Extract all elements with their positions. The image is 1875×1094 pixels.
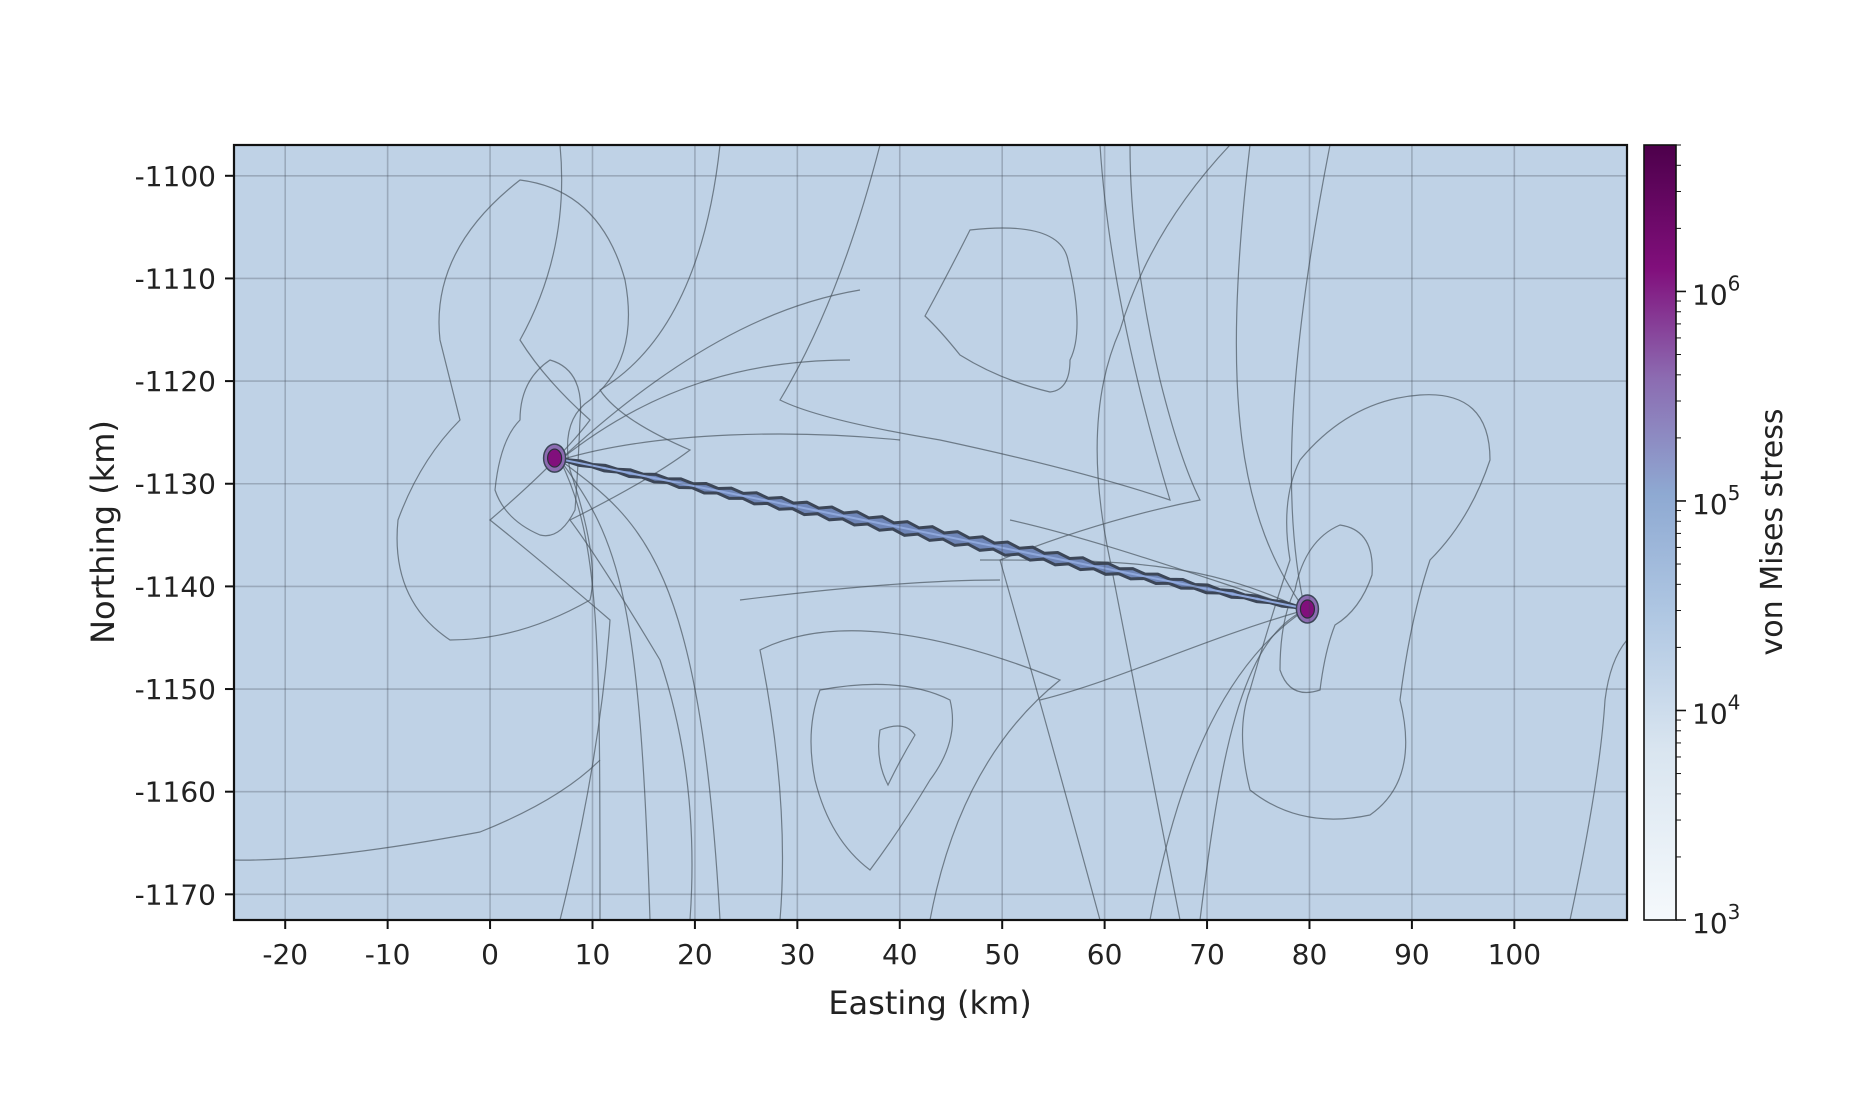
colorbar-gradient [1643, 144, 1677, 921]
contour-island-south [810, 683, 954, 871]
lobe-east [1241, 394, 1491, 820]
contour-band-min [779, 145, 1171, 501]
y-tick-label: -1170 [135, 878, 216, 911]
y-tick-label: -1150 [135, 673, 216, 706]
x-axis-ticks: -20 -10 0 10 20 30 40 50 60 70 80 90 100 [262, 920, 1541, 971]
x-tick-label: 100 [1488, 938, 1541, 971]
x-tick-label: 20 [677, 938, 713, 971]
grid-lines [234, 145, 1627, 920]
lobe-east-inner [1279, 524, 1373, 694]
colorbar-tick-label: 105 [1692, 481, 1740, 521]
lobe-west-inner [494, 359, 582, 537]
x-tick-label: 40 [882, 938, 918, 971]
contour-core-south [878, 725, 916, 787]
y-tick-label: -1160 [135, 776, 216, 809]
x-tick-label: 10 [575, 938, 611, 971]
x-axis-label: Easting (km) [828, 984, 1031, 1022]
x-tick-label: 50 [984, 938, 1020, 971]
y-axis-ticks: -1100 -1110 -1120 -1130 -1140 -1150 -1160 -1170 [135, 160, 234, 911]
colorbar-tick-label: 104 [1692, 690, 1740, 730]
contour-band-min-south [759, 630, 1062, 920]
x-tick-label: -10 [365, 938, 411, 971]
y-tick-label: -1140 [135, 570, 216, 603]
x-tick-label: -20 [262, 938, 308, 971]
x-tick-label: 30 [780, 938, 816, 971]
contour-island-north [924, 227, 1078, 393]
y-axis-label: Northing (km) [84, 420, 122, 644]
colorbar: 103 104 105 106 von Mises stress [1643, 144, 1790, 940]
stress-concentrations [542, 443, 1320, 624]
x-tick-label: 60 [1087, 938, 1123, 971]
colorbar-ticks: 103 104 105 106 [1676, 144, 1740, 940]
colorbar-tick-label: 103 [1692, 900, 1740, 940]
contour-field [234, 145, 1627, 920]
stress-peak-1 [546, 448, 563, 468]
y-tick-label: -1120 [135, 365, 216, 398]
x-tick-label: 0 [481, 938, 499, 971]
fault-centerline [554, 457, 1308, 610]
x-tick-label: 80 [1292, 938, 1328, 971]
colorbar-label: von Mises stress [1755, 409, 1790, 656]
stress-peak-2 [1299, 599, 1316, 619]
x-tick-label: 70 [1189, 938, 1225, 971]
plot-frame [232, 143, 1629, 922]
contour-band-low [489, 145, 1231, 920]
lobe-west [396, 179, 630, 641]
y-tick-label: -1130 [135, 468, 216, 501]
x-tick-label: 90 [1394, 938, 1430, 971]
y-tick-label: -1100 [135, 160, 216, 193]
colorbar-tick-label: 106 [1692, 271, 1740, 311]
y-tick-label: -1110 [135, 262, 216, 295]
